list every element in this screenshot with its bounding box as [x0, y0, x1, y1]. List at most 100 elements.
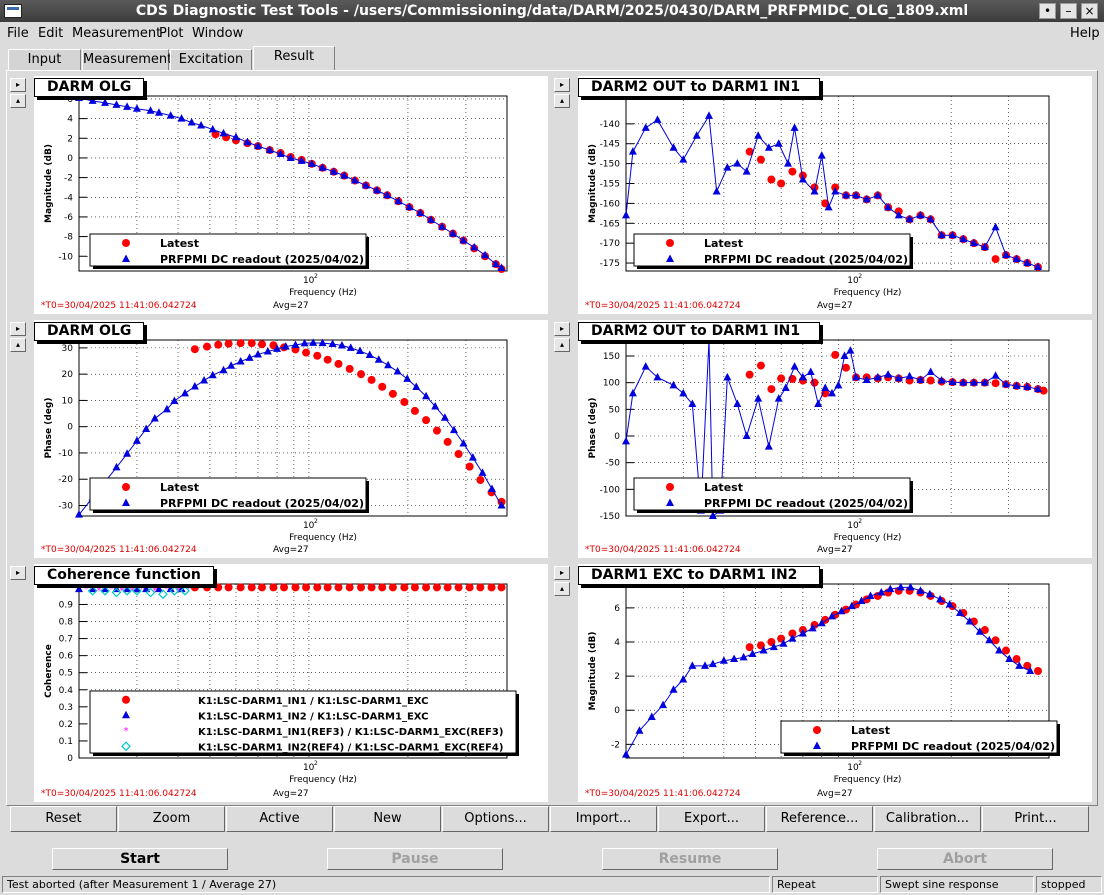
data-point	[1012, 381, 1021, 389]
legend-box	[89, 690, 517, 754]
data-point	[361, 180, 370, 189]
sticky-button[interactable]: •	[1039, 3, 1056, 19]
data-point	[449, 425, 458, 434]
data-point	[916, 375, 925, 383]
data-point	[132, 584, 141, 593]
series-2	[622, 582, 1035, 758]
data-point	[394, 196, 403, 205]
tab-excitation[interactable]: Excitation	[170, 49, 252, 71]
data-point	[1015, 661, 1024, 669]
panel-expand-button[interactable]: ▸	[554, 322, 570, 336]
data-point	[852, 190, 861, 199]
active-button[interactable]: Active	[226, 806, 333, 832]
reset-button[interactable]: Reset	[10, 806, 117, 832]
data-point	[669, 143, 678, 151]
data-point	[653, 372, 662, 381]
resume-button[interactable]: Resume	[602, 848, 778, 870]
window-menu-icon[interactable]	[4, 4, 22, 18]
series-2	[75, 93, 506, 272]
y-tick-label: 2	[67, 134, 73, 144]
legend-marker	[121, 741, 131, 752]
data-point	[142, 424, 151, 433]
panel-expand-button[interactable]: ▸	[554, 78, 570, 92]
data-point	[334, 583, 343, 592]
y-tick-label: -160	[600, 199, 621, 209]
data-point	[827, 611, 836, 620]
zoom-button[interactable]: Zoom	[118, 806, 225, 832]
data-point	[236, 339, 245, 348]
data-point	[635, 726, 644, 734]
menubar: File Edit Measurement Plot Window Help	[0, 23, 1104, 45]
data-point	[937, 230, 946, 239]
new-button[interactable]: New	[334, 806, 441, 832]
panel-expand-button[interactable]: ▸	[10, 566, 26, 580]
data-point	[481, 250, 490, 259]
panel-expand-button[interactable]: ▸	[10, 78, 26, 92]
menu-window[interactable]: Window	[192, 26, 244, 41]
data-point	[708, 511, 717, 519]
data-point: *	[139, 584, 144, 595]
export-button[interactable]: Export...	[658, 806, 765, 832]
panel-up-button[interactable]: ▴	[554, 94, 570, 108]
data-point	[692, 131, 701, 139]
legend: Latest PRFPMI DC readout (2025/04/02)	[780, 720, 1060, 756]
data-point	[87, 585, 98, 596]
data-point	[980, 242, 989, 251]
reference-button[interactable]: Reference...	[766, 806, 873, 832]
series-2	[622, 335, 1042, 519]
menu-edit[interactable]: Edit	[38, 26, 64, 41]
options-button[interactable]: Options...	[442, 806, 549, 832]
minimize-button[interactable]: –	[1060, 3, 1077, 19]
data-point	[422, 583, 431, 592]
data-point	[190, 345, 199, 354]
start-button[interactable]: Start	[52, 848, 228, 870]
data-point	[470, 242, 479, 251]
data-point	[701, 661, 710, 669]
print-button[interactable]: Print...	[982, 806, 1089, 832]
data-point	[101, 584, 110, 593]
data-point	[840, 351, 849, 359]
data-point	[166, 584, 175, 593]
panel-up-button[interactable]: ▴	[10, 338, 26, 352]
panel-up-button[interactable]: ▴	[10, 94, 26, 108]
data-point	[454, 583, 463, 592]
data-point	[688, 661, 697, 669]
legend-entry: K1:LSC-DARM1_IN1(REF3) / K1:LSC-DARM1_EX…	[198, 727, 503, 738]
data-point	[372, 185, 381, 194]
x-axis-label: Frequency (Hz)	[834, 533, 902, 543]
data-point	[476, 583, 485, 592]
panel-up-button[interactable]: ▴	[554, 582, 570, 596]
y-tick-label: 0.6	[59, 652, 74, 662]
data-point	[842, 363, 851, 372]
menu-help[interactable]: Help	[1070, 26, 1100, 41]
tab-input[interactable]: Input	[8, 49, 81, 71]
data-point	[356, 346, 365, 355]
pause-button[interactable]: Pause	[327, 848, 503, 870]
data-point	[894, 210, 903, 219]
panel-expand-button[interactable]: ▸	[10, 322, 26, 336]
data-point	[1023, 661, 1032, 670]
data-point	[323, 583, 332, 592]
calibration-button[interactable]: Calibration...	[874, 806, 981, 832]
tab-measurement[interactable]: Measurement	[82, 49, 172, 71]
data-point	[448, 229, 457, 237]
import-button[interactable]: Import...	[550, 806, 657, 832]
y-tick-label: -10	[58, 252, 73, 262]
tab-result[interactable]: Result	[253, 46, 335, 71]
close-button[interactable]: ×	[1081, 3, 1098, 19]
panel-expand-button[interactable]: ▸	[554, 566, 570, 580]
menu-plot[interactable]: Plot	[159, 26, 184, 41]
panel-up-button[interactable]: ▴	[554, 338, 570, 352]
menu-measurement[interactable]: Measurement	[72, 26, 162, 41]
data-point	[367, 583, 376, 592]
plot-background	[34, 320, 548, 558]
menu-file[interactable]: File	[7, 26, 29, 41]
abort-button[interactable]: Abort	[877, 848, 1053, 870]
grid	[79, 340, 507, 516]
